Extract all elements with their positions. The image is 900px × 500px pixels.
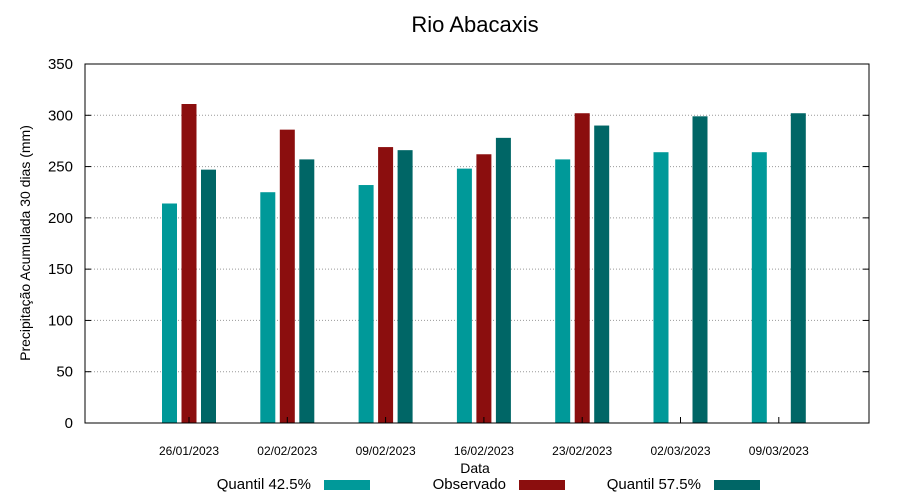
x-axis-ticks: 26/01/2023 02/02/2023 09/02/2023 16/02/2023… <box>159 417 809 458</box>
legend-swatch <box>324 480 370 490</box>
legend-swatch <box>714 480 760 490</box>
bar <box>260 192 276 423</box>
y-tick-label: 250 <box>48 159 73 176</box>
bar <box>162 203 177 423</box>
y-tick-label: 0 <box>65 415 73 432</box>
bar <box>555 159 571 424</box>
bar <box>181 104 197 423</box>
legend-label: Observado <box>433 476 506 493</box>
legend: Quantil 42.5% Observado Quantil 57.5% <box>217 476 760 493</box>
x-tick-label: 23/02/2023 <box>552 444 612 458</box>
y-tick-label: 300 <box>48 107 73 124</box>
y-tick-label: 100 <box>48 312 73 329</box>
y-tick-label: 150 <box>48 261 73 278</box>
y-axis-label: Precipitação Acumulada 30 dias (mm) <box>17 125 33 361</box>
bar <box>476 154 492 423</box>
bar <box>299 159 315 424</box>
x-tick-label: 16/02/2023 <box>454 444 514 458</box>
legend-swatch <box>519 480 565 490</box>
bar <box>279 129 295 423</box>
plot-frame <box>84 63 870 424</box>
bars <box>162 104 806 424</box>
chart-title: Rio Abacaxis <box>411 12 538 37</box>
bar <box>378 147 394 423</box>
legend-label: Quantil 42.5% <box>217 476 311 493</box>
bar <box>201 169 216 423</box>
y-tick-label: 350 <box>48 56 73 73</box>
bar <box>594 125 610 424</box>
y-axis-ticks: 0 50 100 150 200 250 300 350 <box>48 56 869 432</box>
bar <box>574 113 590 423</box>
y-tick-label: 50 <box>56 364 73 381</box>
x-tick-label: 02/02/2023 <box>257 444 317 458</box>
x-axis-label: Data <box>460 460 490 476</box>
x-tick-label: 09/03/2023 <box>749 444 809 458</box>
y-tick-label: 200 <box>48 210 73 227</box>
bar <box>397 150 413 423</box>
bar <box>358 185 374 423</box>
bar <box>790 113 806 423</box>
x-tick-label: 09/02/2023 <box>356 444 416 458</box>
legend-label: Quantil 57.5% <box>607 476 701 493</box>
x-tick-label: 02/03/2023 <box>650 444 710 458</box>
x-tick-label: 26/01/2023 <box>159 444 219 458</box>
bar <box>692 116 708 423</box>
bar <box>751 152 767 423</box>
bar <box>653 152 669 423</box>
bar <box>456 168 472 423</box>
bar <box>495 137 511 423</box>
